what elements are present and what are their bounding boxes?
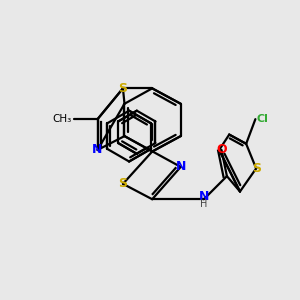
Text: S: S [118,82,127,95]
Text: S: S [252,162,261,175]
Text: CH₃: CH₃ [52,114,71,124]
Text: N: N [199,190,209,203]
Text: N: N [176,160,186,173]
Text: Cl: Cl [257,114,269,124]
Text: O: O [216,143,227,157]
Text: S: S [118,177,127,190]
Text: N: N [92,143,103,157]
Text: H: H [200,199,208,209]
